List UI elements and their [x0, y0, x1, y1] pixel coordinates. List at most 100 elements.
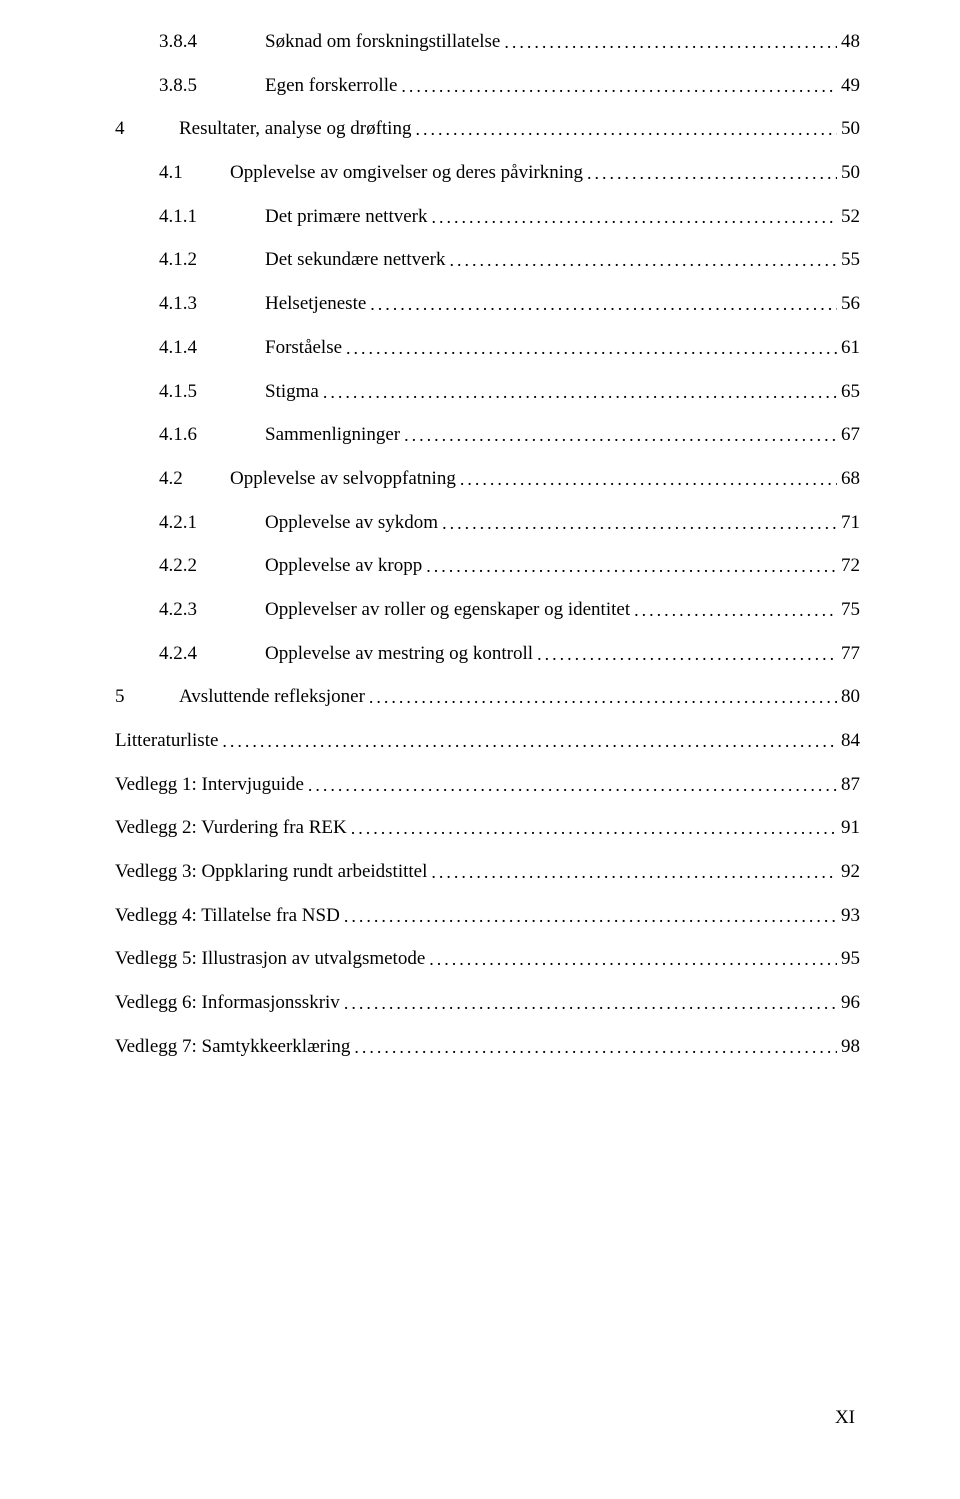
toc-entry: 4.2.2Opplevelse av kropp................… — [115, 554, 860, 579]
toc-entry-title: Vedlegg 5: Illustrasjon av utvalgsmetode — [115, 947, 429, 972]
toc-entry: 4.1.4Forståelse.........................… — [115, 336, 860, 361]
toc-entry-page: 87 — [837, 773, 860, 798]
toc-leader-dots: ........................................… — [432, 206, 837, 229]
toc-entry-page: 50 — [837, 161, 860, 186]
toc-entry-page: 77 — [837, 642, 860, 667]
toc-entry: 4.1.5Stigma.............................… — [115, 380, 860, 405]
toc-entry: Vedlegg 7: Samtykkeerklæring............… — [115, 1035, 860, 1060]
toc-entry-title: Resultater, analyse og drøfting — [179, 117, 415, 142]
toc-entry-page: 75 — [837, 598, 860, 623]
toc-entry: Vedlegg 2: Vurdering fra REK ...........… — [115, 816, 860, 841]
toc-leader-dots: ........................................… — [415, 118, 837, 141]
toc-entry-number: 4.1.4 — [115, 336, 265, 361]
toc-leader-dots: ........................................… — [222, 730, 837, 753]
toc-entry: 5Avsluttende refleksjoner...............… — [115, 685, 860, 710]
toc-entry-title: Avsluttende refleksjoner — [179, 685, 369, 710]
toc-entry-page: 93 — [837, 904, 860, 929]
toc-entry: Vedlegg 1: Intervjuguide................… — [115, 773, 860, 798]
toc-entry-title: Opplevelse av kropp — [265, 554, 426, 579]
toc-entry-number: 4.2 — [115, 467, 230, 492]
toc-entry: 4.2.3Opplevelser av roller og egenskaper… — [115, 598, 860, 623]
toc-entry-title: Vedlegg 1: Intervjuguide — [115, 773, 308, 798]
toc-entry-page: 50 — [837, 117, 860, 142]
table-of-contents: 3.8.4Søknad om forskningstillatelse.....… — [115, 30, 860, 1060]
toc-leader-dots: ........................................… — [537, 643, 837, 666]
toc-leader-dots: ........................................… — [344, 992, 837, 1015]
toc-leader-dots: ........................................… — [344, 905, 837, 928]
toc-leader-dots: ........................................… — [429, 948, 837, 971]
toc-entry-page: 71 — [837, 511, 860, 536]
toc-entry-title: Egen forskerrolle — [265, 74, 401, 99]
toc-leader-dots: ........................................… — [354, 1036, 837, 1059]
toc-entry-number: 4.2.4 — [115, 642, 265, 667]
toc-leader-dots: ........................................… — [369, 686, 837, 709]
toc-entry-title: Det sekundære nettverk — [265, 248, 449, 273]
toc-entry: Litteraturliste.........................… — [115, 729, 860, 754]
toc-entry-number: 4.1.3 — [115, 292, 265, 317]
toc-entry-title: Opplevelser av roller og egenskaper og i… — [265, 598, 634, 623]
toc-leader-dots: ........................................… — [346, 337, 837, 360]
toc-entry-page: 55 — [837, 248, 860, 273]
toc-leader-dots: ........................................… — [449, 249, 837, 272]
toc-entry-page: 65 — [837, 380, 860, 405]
toc-entry-page: 61 — [837, 336, 860, 361]
toc-entry: 4.1.1Det primære nettverk...............… — [115, 205, 860, 230]
toc-entry-title: Sammenligninger — [265, 423, 404, 448]
toc-entry-page: 84 — [837, 729, 860, 754]
toc-leader-dots: ........................................… — [442, 512, 837, 535]
toc-entry-page: 80 — [837, 685, 860, 710]
toc-entry: Vedlegg 5: Illustrasjon av utvalgsmetode… — [115, 947, 860, 972]
toc-entry-number: 4.2.2 — [115, 554, 265, 579]
toc-entry-page: 48 — [837, 30, 860, 55]
toc-entry: 4.2.4Opplevelse av mestring og kontroll.… — [115, 642, 860, 667]
toc-entry-number: 4.1.2 — [115, 248, 265, 273]
toc-entry-page: 56 — [837, 292, 860, 317]
toc-entry-title: Vedlegg 2: Vurdering fra REK — [115, 816, 351, 841]
toc-entry-page: 49 — [837, 74, 860, 99]
toc-entry: 4.2.1Opplevelse av sykdom...............… — [115, 511, 860, 536]
toc-entry: Vedlegg 6: Informasjonsskriv............… — [115, 991, 860, 1016]
toc-entry-number: 4.2.1 — [115, 511, 265, 536]
toc-entry-title: Opplevelse av sykdom — [265, 511, 442, 536]
toc-entry: 3.8.4Søknad om forskningstillatelse.....… — [115, 30, 860, 55]
toc-leader-dots: ........................................… — [431, 861, 837, 884]
toc-entry-page: 92 — [837, 860, 860, 885]
toc-entry-title: Opplevelse av selvoppfatning — [230, 467, 460, 492]
toc-entry-number: 4.1 — [115, 161, 230, 186]
toc-entry-page: 95 — [837, 947, 860, 972]
toc-entry: 4.1Opplevelse av omgivelser og deres påv… — [115, 161, 860, 186]
toc-entry-page: 52 — [837, 205, 860, 230]
toc-entry-title: Opplevelse av omgivelser og deres påvirk… — [230, 161, 587, 186]
toc-entry: Vedlegg 3: Oppklaring rundt arbeidstitte… — [115, 860, 860, 885]
toc-entry-number: 5 — [115, 685, 179, 710]
page-number: XI — [835, 1407, 855, 1429]
toc-entry-number: 3.8.5 — [115, 74, 265, 99]
toc-entry-number: 4.1.1 — [115, 205, 265, 230]
toc-leader-dots: ........................................… — [426, 555, 837, 578]
toc-entry-title: Opplevelse av mestring og kontroll — [265, 642, 537, 667]
toc-leader-dots: ........................................… — [401, 75, 837, 98]
toc-entry-number: 4.1.6 — [115, 423, 265, 448]
toc-entry: 4Resultater, analyse og drøfting........… — [115, 117, 860, 142]
toc-leader-dots: ........................................… — [308, 774, 837, 797]
toc-entry-title: Forståelse — [265, 336, 346, 361]
toc-entry-title: Vedlegg 4: Tillatelse fra NSD — [115, 904, 344, 929]
toc-entry: 4.1.3Helsetjeneste......................… — [115, 292, 860, 317]
toc-entry: 4.1.6Sammenligninger....................… — [115, 423, 860, 448]
toc-entry-title: Stigma — [265, 380, 323, 405]
toc-entry: 4.2Opplevelse av selvoppfatning.........… — [115, 467, 860, 492]
toc-entry: 3.8.5Egen forskerrolle..................… — [115, 74, 860, 99]
toc-entry-title: Litteraturliste — [115, 729, 222, 754]
toc-leader-dots: ........................................… — [460, 468, 837, 491]
toc-leader-dots: ........................................… — [370, 293, 837, 316]
toc-entry-number: 3.8.4 — [115, 30, 265, 55]
toc-leader-dots: ........................................… — [587, 162, 837, 185]
toc-entry-title: Det primære nettverk — [265, 205, 432, 230]
toc-entry-title: Vedlegg 6: Informasjonsskriv — [115, 991, 344, 1016]
toc-leader-dots: ........................................… — [351, 817, 837, 840]
toc-leader-dots: ........................................… — [404, 424, 837, 447]
toc-entry-number: 4.1.5 — [115, 380, 265, 405]
toc-entry-title: Vedlegg 7: Samtykkeerklæring — [115, 1035, 354, 1060]
toc-entry-page: 98 — [837, 1035, 860, 1060]
toc-leader-dots: ........................................… — [634, 599, 837, 622]
